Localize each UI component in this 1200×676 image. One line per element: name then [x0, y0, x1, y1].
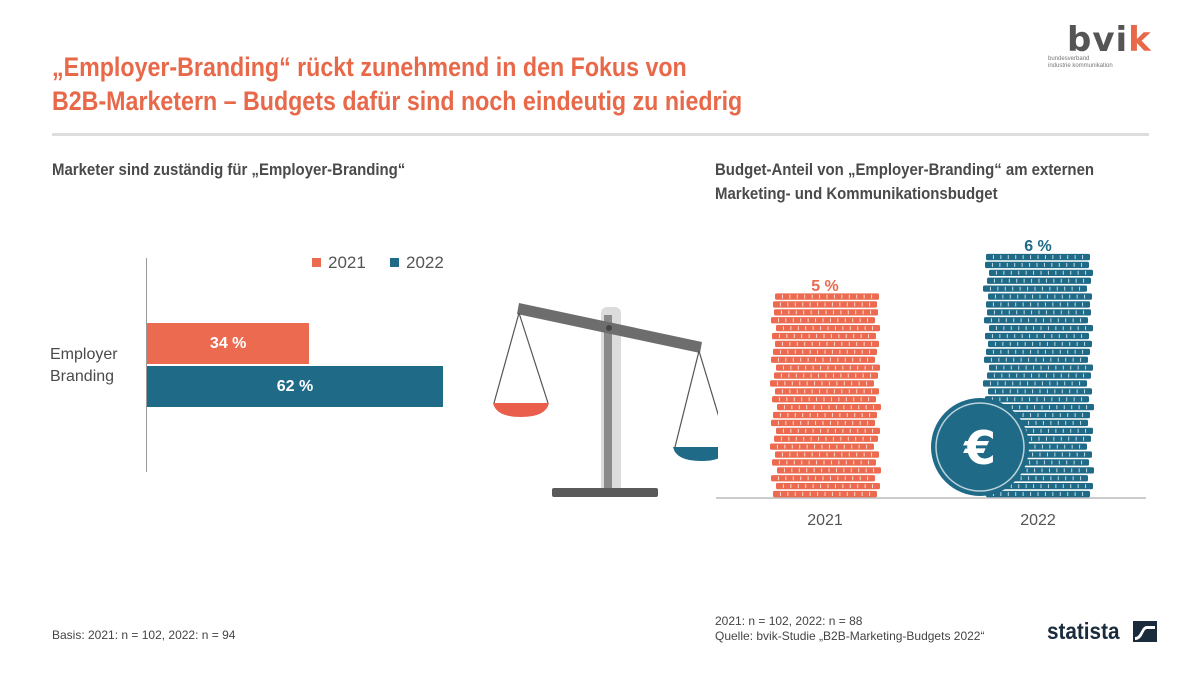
bar-chart-axis [146, 258, 147, 472]
bar-label-2022: 62 % [276, 378, 314, 395]
legend-2021: 2021 [312, 253, 366, 273]
right-subtitle-line-2: Marketing- und Kommunikationsbudget [715, 184, 998, 203]
title-line-1: „Employer-Branding“ rückt zunehmend in d… [52, 52, 687, 82]
footnote-sample: 2021: n = 102, 2022: n = 88 [715, 614, 863, 628]
value-label-2021: 5 % [811, 278, 839, 295]
bvik-tagline-2: industrie kommunikation [1048, 63, 1113, 69]
statista-logo: statista [1047, 618, 1119, 645]
svg-text:€: € [963, 421, 996, 475]
footnote-basis: Basis: 2021: n = 102, 2022: n = 94 [52, 628, 236, 642]
legend-label-2021: 2021 [328, 253, 366, 272]
coin-stack-2021 [770, 293, 881, 498]
right-subtitle-line-1: Budget-Anteil von „Employer-Branding“ am… [715, 160, 1095, 179]
bvik-logo-text: bvi [1067, 20, 1129, 60]
title-divider [52, 133, 1149, 136]
footnote-right: 2021: n = 102, 2022: n = 88 Quelle: bvik… [715, 614, 984, 644]
legend-label-2022: 2022 [406, 253, 444, 272]
x-label-2021: 2021 [807, 512, 843, 529]
legend-swatch-2021 [312, 258, 321, 267]
euro-coin-icon: € [931, 398, 1029, 496]
bvik-logo: bvik bundesverband industrie kommunikati… [1048, 20, 1163, 72]
left-subtitle: Marketer sind zuständig für „Employer-Br… [52, 160, 406, 179]
bar-label-2021: 34 % [209, 335, 247, 352]
page-title: „Employer-Branding“ rückt zunehmend in d… [52, 50, 826, 118]
legend-2022: 2022 [390, 253, 444, 273]
value-label-2022: 6 % [1024, 238, 1052, 255]
bar-2022: 62 % [147, 366, 443, 407]
title-line-2: B2B-Marketern – Budgets dafür sind noch … [52, 86, 743, 116]
coin-stack-chart: € [716, 253, 1146, 499]
legend-swatch-2022 [390, 258, 399, 267]
bvik-logo-wordmark: bvik [1067, 20, 1152, 60]
statista-wordmark: statista [1047, 618, 1120, 644]
category-label-line-1: Employer [50, 346, 118, 363]
bvik-tagline-1: bundesverband [1048, 56, 1090, 62]
right-subtitle: Budget-Anteil von „Employer-Branding“ am… [715, 158, 1094, 206]
footnote-source: Quelle: bvik-Studie „B2B-Marketing-Budge… [715, 629, 985, 643]
bar-2021: 34 % [147, 323, 310, 364]
bvik-logo-k: k [1128, 20, 1152, 60]
category-label: Employer Branding [50, 344, 118, 388]
x-label-2022: 2022 [1020, 512, 1056, 529]
category-label-line-2: Branding [50, 368, 115, 385]
balance-scale-icon [493, 303, 718, 497]
statista-logo-icon [1133, 621, 1157, 642]
